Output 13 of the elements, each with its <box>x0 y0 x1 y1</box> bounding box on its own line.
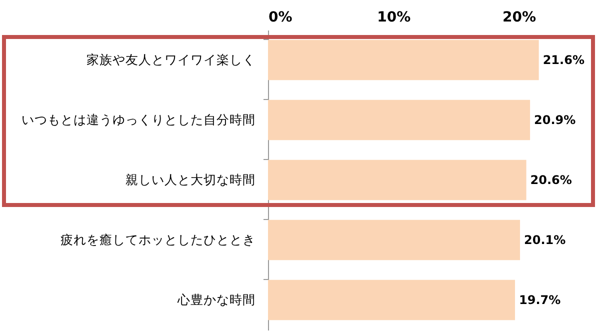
y-tick-label: 疲れを癒してホッとしたひととき <box>60 232 256 247</box>
y-tick-label: 家族や友人とワイワイ楽しく <box>86 52 256 67</box>
x-tick-label: 0% <box>268 10 292 26</box>
x-tick-label: 10% <box>377 10 411 26</box>
y-tick-label: 心豊かな時間 <box>176 292 256 307</box>
data-label: 20.6% <box>530 173 572 187</box>
data-label: 20.9% <box>534 113 576 127</box>
y-tick-label: いつもとは違うゆっくりとした自分時間 <box>22 112 256 127</box>
data-label: 21.6% <box>542 53 584 67</box>
data-label: 20.1% <box>524 233 566 247</box>
y-tick-label: 親しい人と大切な時間 <box>126 172 256 187</box>
x-tick-label: 20% <box>502 10 536 26</box>
data-label: 19.7% <box>519 293 561 307</box>
